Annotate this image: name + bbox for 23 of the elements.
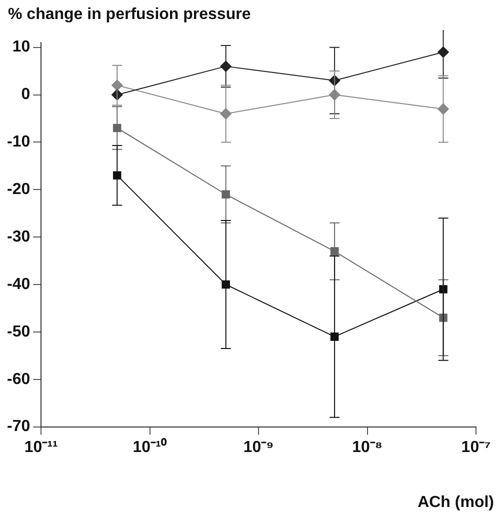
point: [112, 171, 122, 180]
y-tick-label: 10: [12, 38, 30, 56]
y-tick-label: -50: [7, 323, 30, 340]
point: [112, 124, 122, 132]
point: [439, 285, 448, 294]
x-axis-title: ACh (mol): [418, 494, 494, 512]
y-tick-label: -60: [7, 370, 30, 388]
y-tick-label: -70: [7, 418, 30, 436]
x-tick-label: 10⁻⁹: [243, 438, 274, 456]
y-tick-label: 0: [21, 86, 30, 104]
y-tick-label: -10: [7, 134, 30, 151]
y-tick-label: -20: [7, 181, 30, 198]
x-tick-label: 10⁻⁷: [461, 438, 491, 456]
point: [222, 280, 230, 289]
x-tick-label: 10⁻¹⁰: [132, 438, 167, 456]
point: [222, 190, 230, 199]
point: [438, 103, 449, 115]
y-tick-label: -40: [7, 276, 30, 293]
x-tick-label: 10⁻⁸: [352, 438, 382, 456]
point: [328, 89, 340, 100]
x-tick-label: 10⁻¹¹: [24, 438, 58, 456]
y-axis-title: % change in perfusion pressure: [8, 6, 251, 24]
y-tick-label: -30: [7, 228, 30, 246]
